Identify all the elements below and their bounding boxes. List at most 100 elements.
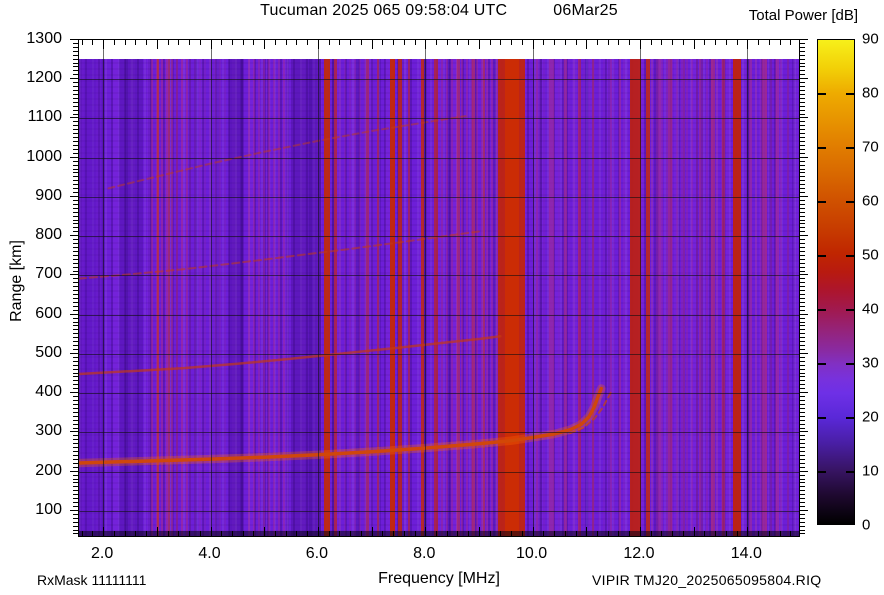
x-tick-bottom	[768, 531, 770, 536]
y-tick-left	[73, 419, 78, 421]
rfi-band	[682, 58, 686, 536]
y-tick-left	[73, 164, 78, 166]
y-tick-label: 900	[35, 186, 62, 204]
y-tick-right	[800, 529, 805, 531]
x-tick-top	[264, 40, 266, 49]
x-tick-top	[500, 40, 502, 45]
x-tick-bottom	[704, 531, 706, 536]
y-tick-right	[800, 215, 805, 217]
y-tick-right	[800, 42, 805, 44]
y-tick-left	[73, 356, 78, 358]
y-tick-right	[800, 462, 805, 464]
y-tick-left	[73, 219, 78, 221]
y-tick-left	[73, 266, 78, 268]
y-tick-left	[73, 298, 78, 299]
y-tick-left	[73, 203, 78, 205]
y-tick-left	[73, 349, 78, 351]
y-tick-left	[73, 447, 78, 449]
y-tick-label: 1300	[26, 30, 62, 47]
rfi-band	[504, 58, 519, 536]
x-tick-label: 8.0	[413, 545, 436, 562]
x-tick-top	[650, 40, 652, 45]
y-tick-left	[73, 168, 78, 170]
y-tick-left	[73, 207, 78, 209]
y-tick-right	[800, 101, 805, 103]
rfi-band	[722, 58, 726, 536]
y-tick-right	[800, 470, 808, 472]
y-tick-right	[800, 93, 805, 95]
y-tick-left	[73, 109, 78, 111]
y-tick-label: 100	[35, 500, 62, 518]
x-tick-top	[199, 40, 201, 45]
y-tick-left	[73, 231, 78, 233]
y-tick-right	[800, 301, 805, 303]
y-tick-right	[800, 474, 805, 476]
y-tick-right	[800, 525, 805, 527]
grid-line-horizontal	[79, 157, 799, 159]
receiver-blank-strip	[79, 531, 799, 536]
rfi-band	[564, 58, 568, 536]
rfi-band	[619, 58, 622, 536]
x-tick-top	[629, 40, 631, 45]
x-tick-bottom	[543, 531, 545, 536]
y-tick-right	[800, 137, 805, 139]
x-tick-top	[328, 40, 330, 45]
y-tick-label: 700	[35, 265, 62, 283]
x-tick-bottom	[92, 531, 94, 536]
x-tick-bottom	[307, 531, 309, 536]
x-tick-top	[382, 40, 384, 45]
ionogram-plot-area	[78, 39, 800, 537]
y-tick-right	[800, 86, 805, 88]
colorbar-tick-left	[818, 201, 826, 203]
x-tick-bottom	[747, 527, 749, 536]
y-tick-right	[800, 502, 805, 504]
x-tick-top	[715, 40, 717, 45]
x-tick-label: 14.0	[730, 545, 762, 562]
y-tick-label: 400	[35, 383, 62, 401]
x-tick-bottom	[446, 531, 448, 536]
rfi-band	[376, 58, 380, 536]
noise-wash	[339, 58, 367, 536]
x-tick-bottom	[639, 527, 641, 536]
grid-line-vertical	[103, 40, 105, 536]
rfi-band	[732, 58, 741, 536]
y-tick-right	[800, 152, 805, 154]
y-tick-left	[73, 490, 78, 492]
y-tick-left	[73, 321, 78, 323]
x-tick-top	[725, 40, 727, 45]
colorbar-tick-right	[846, 255, 854, 257]
y-tick-right	[800, 349, 805, 351]
y-tick-left	[70, 431, 78, 433]
y-tick-left	[73, 86, 78, 88]
y-tick-right	[800, 494, 805, 496]
x-tick-bottom	[661, 531, 663, 536]
x-tick-bottom	[575, 531, 577, 536]
x-tick-bottom	[253, 531, 255, 536]
x-tick-bottom	[296, 531, 298, 536]
y-tick-right	[800, 372, 805, 374]
rfi-band	[711, 58, 715, 536]
y-tick-left	[73, 368, 78, 370]
y-tick-right	[800, 274, 808, 276]
y-tick-right	[800, 423, 805, 425]
x-tick-bottom	[758, 531, 760, 536]
grid-line-horizontal	[79, 79, 799, 81]
y-tick-left	[73, 486, 78, 488]
x-tick-bottom	[468, 531, 470, 536]
y-tick-left	[73, 211, 78, 213]
x-tick-bottom	[81, 531, 83, 536]
y-tick-right	[800, 443, 805, 445]
y-tick-left	[73, 478, 78, 480]
rfi-band	[646, 58, 650, 536]
rfi-band	[578, 58, 582, 536]
x-tick-top	[296, 40, 298, 45]
rfi-band	[472, 58, 475, 536]
y-tick-right	[800, 58, 805, 60]
rfi-band	[630, 58, 642, 536]
rfi-band	[420, 58, 425, 536]
x-tick-top	[231, 40, 233, 45]
x-tick-top	[146, 40, 148, 45]
colorbar-tick-label: 80	[862, 84, 879, 102]
y-tick-right	[800, 294, 805, 296]
y-tick-left	[73, 113, 78, 115]
